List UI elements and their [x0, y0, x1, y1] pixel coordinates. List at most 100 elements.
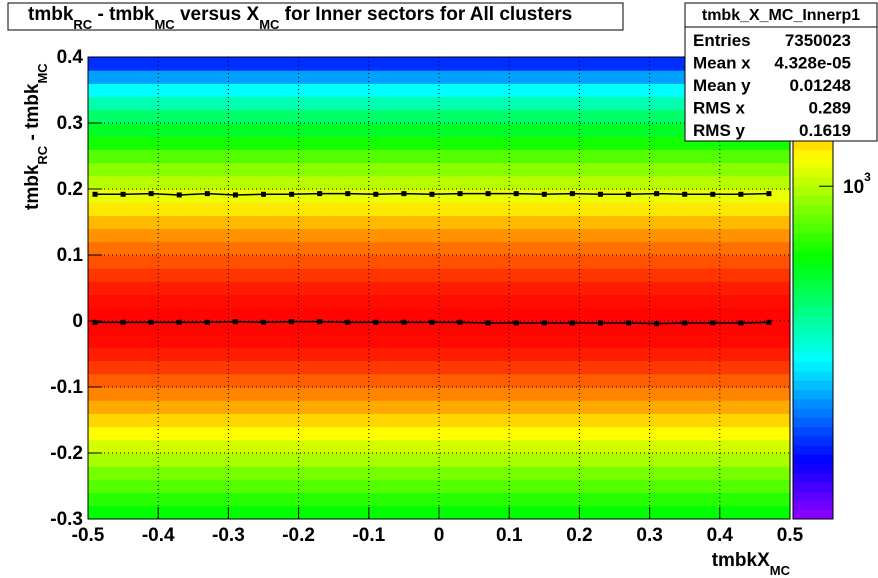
- profile-marker: [401, 191, 407, 197]
- heatmap-cell: [88, 215, 790, 230]
- profile-marker: [738, 320, 744, 326]
- y-tick-label: 0.3: [57, 113, 83, 134]
- color-bar-step: [793, 352, 833, 363]
- heatmap-cell: [88, 83, 790, 98]
- label-part: - tmbk: [22, 83, 43, 146]
- color-bar-step: [793, 500, 833, 511]
- profile-marker: [710, 320, 716, 326]
- profile-marker: [457, 191, 463, 197]
- profile-marker: [485, 320, 491, 326]
- x-tick-label: -0.1: [352, 525, 385, 546]
- profile-marker: [569, 320, 575, 326]
- color-bar-step: [793, 232, 833, 243]
- stats-value: 0.1619: [799, 121, 851, 140]
- color-bar-step: [793, 426, 833, 437]
- heatmap-cell: [88, 96, 790, 111]
- heatmap-cell: [88, 400, 790, 414]
- color-bar-step: [793, 315, 833, 326]
- heatmap-cell: [88, 175, 790, 190]
- color-bar-step: [793, 417, 833, 427]
- y-tick-label: 0.1: [57, 245, 84, 266]
- stats-label: RMS x: [693, 99, 746, 118]
- profile-marker: [317, 319, 323, 325]
- color-bar-step: [793, 454, 833, 464]
- heatmap-cell: [88, 281, 790, 296]
- stats-label: RMS y: [693, 121, 746, 140]
- stats-label: Mean y: [693, 76, 751, 95]
- color-bar-step: [793, 278, 833, 289]
- stats-value: 0.289: [808, 99, 851, 118]
- profile-marker: [204, 319, 210, 325]
- label-part: tmbk: [28, 4, 74, 25]
- color-bar-step: [793, 297, 833, 307]
- profile-marker: [204, 191, 210, 197]
- profile-marker: [345, 191, 351, 197]
- profile-marker: [597, 320, 603, 326]
- color-bar-step: [793, 371, 833, 381]
- stats-name: tmbk_X_MC_Innerp1: [702, 7, 860, 24]
- y-tick-label: 0: [72, 311, 83, 332]
- heatmap-cell: [88, 228, 790, 243]
- profile-marker: [148, 319, 154, 325]
- heatmap-cell: [88, 136, 790, 150]
- color-bar-step: [793, 177, 833, 187]
- profile-marker: [513, 191, 519, 197]
- profile-marker: [766, 191, 772, 197]
- color-bar-step: [793, 463, 833, 474]
- subscript: MC: [35, 63, 50, 84]
- label-part: tmbk: [22, 164, 43, 210]
- color-bar-step: [793, 288, 833, 298]
- stats-label: Mean x: [693, 54, 751, 73]
- label-part: tmbkX: [712, 550, 770, 571]
- heatmap-cell: [88, 347, 790, 362]
- subscript: MC: [154, 17, 175, 32]
- profile-marker: [513, 320, 519, 326]
- profile-marker: [120, 191, 126, 197]
- color-bar-step: [793, 140, 833, 150]
- title-box: [7, 2, 624, 31]
- label-part: - tmbk: [92, 4, 155, 25]
- color-bar-step: [793, 445, 833, 455]
- color-bar-step: [793, 251, 833, 261]
- subscript: MC: [770, 563, 791, 578]
- color-bar-step: [793, 269, 833, 280]
- profile-marker: [232, 192, 238, 198]
- z-tick-exponent: 3: [864, 170, 871, 184]
- profile-marker: [597, 191, 603, 197]
- color-bar-step: [793, 389, 833, 400]
- profile-marker: [345, 319, 351, 325]
- color-bar-step: [793, 149, 833, 159]
- profile-marker: [654, 321, 660, 327]
- profile-marker: [541, 191, 547, 197]
- profiles: [92, 191, 772, 327]
- profile-marker: [232, 319, 238, 325]
- profile-marker: [261, 191, 266, 197]
- color-bar-step: [793, 408, 833, 418]
- color-bar-step: [793, 361, 833, 372]
- y-tick-label: -0.3: [50, 509, 83, 530]
- x-axis-label: tmbkXMC: [712, 550, 791, 578]
- heatmap-cell: [88, 241, 790, 256]
- heatmap-cell: [88, 109, 790, 124]
- stats-value: 7350023: [785, 31, 851, 50]
- x-tick-label: -0.4: [142, 525, 175, 546]
- color-bar-step: [793, 241, 833, 252]
- profile-marker: [176, 192, 182, 198]
- profile-marker: [92, 319, 98, 325]
- color-bar-step: [793, 343, 833, 353]
- heatmap-cell: [88, 307, 790, 322]
- color-bar-step: [793, 324, 833, 335]
- z-tick-label: 103: [843, 170, 871, 198]
- color-bar-step: [793, 158, 833, 169]
- x-tick-label: 0.1: [496, 525, 523, 546]
- heatmap-cell: [88, 149, 790, 164]
- profile-marker: [373, 319, 379, 325]
- profile-marker: [485, 191, 491, 197]
- heatmap-cell: [88, 413, 790, 428]
- heatmap-cell: [88, 373, 790, 388]
- chart-title: tmbkRC - tmbkMC versus XMC for Inner sec…: [28, 4, 572, 32]
- stats-label: Entries: [693, 31, 751, 50]
- color-bar-step: [793, 398, 833, 409]
- profile-marker: [176, 319, 182, 325]
- color-bar-step: [793, 491, 833, 501]
